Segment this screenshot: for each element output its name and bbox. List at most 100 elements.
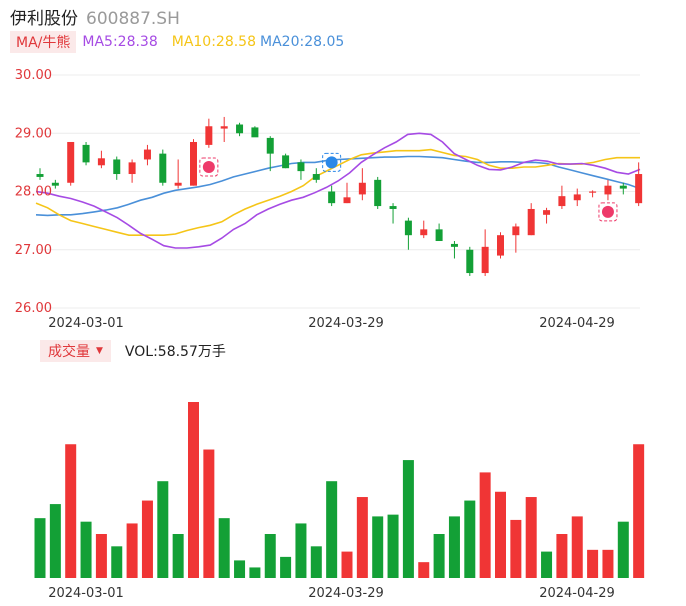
candlestick-series bbox=[36, 116, 643, 276]
volume-bar bbox=[49, 504, 61, 578]
marker-frame bbox=[322, 152, 342, 172]
volume-value: VOL:58.57万手 bbox=[124, 344, 226, 360]
candle-body bbox=[466, 249, 474, 274]
candle-body bbox=[82, 144, 90, 163]
candle-body bbox=[282, 155, 290, 169]
volume-bar bbox=[418, 562, 430, 578]
volume-indicator-button[interactable]: 成交量 ▼ bbox=[40, 340, 111, 362]
price-axis: 30.00 29.00 28.00 27.00 26.00 bbox=[15, 68, 52, 316]
candle-body bbox=[404, 220, 412, 236]
candle bbox=[435, 223, 443, 242]
candle-body bbox=[251, 127, 259, 138]
volume-bar bbox=[188, 402, 199, 578]
ma-legend: MA/牛熊 MA5:28.38 MA10:28.58 MA20:28.05 bbox=[10, 31, 348, 53]
candle bbox=[97, 150, 105, 169]
ma10-line bbox=[35, 148, 640, 236]
candle bbox=[450, 241, 458, 259]
candle-body bbox=[36, 174, 44, 177]
candle-body bbox=[113, 159, 121, 175]
volume-bar bbox=[141, 500, 153, 578]
candle bbox=[466, 246, 474, 276]
candle bbox=[36, 168, 44, 180]
candle bbox=[51, 179, 59, 189]
candle-body bbox=[558, 196, 566, 207]
candle-body bbox=[358, 182, 366, 195]
volume-bar bbox=[433, 534, 445, 578]
volume-bar bbox=[356, 497, 368, 578]
candle-body bbox=[328, 191, 336, 204]
candle bbox=[497, 232, 504, 259]
candle bbox=[312, 168, 320, 183]
candle-body bbox=[543, 210, 551, 215]
candle bbox=[328, 185, 336, 207]
candle-body bbox=[343, 197, 351, 204]
volume-legend: 成交量 ▼ VOL:58.57万手 bbox=[40, 340, 226, 362]
candle-body bbox=[266, 137, 274, 154]
candle-body bbox=[389, 206, 397, 209]
candle-body bbox=[450, 243, 458, 247]
candle-body bbox=[589, 191, 597, 193]
volume-bar bbox=[387, 514, 399, 578]
candle-body bbox=[512, 226, 520, 236]
volume-bar bbox=[295, 523, 307, 578]
volume-bar bbox=[525, 497, 537, 578]
volume-bar bbox=[633, 444, 645, 578]
candle bbox=[420, 220, 428, 239]
volume-bar bbox=[172, 534, 184, 578]
candle bbox=[220, 116, 228, 142]
y-tick-label: 28.00 bbox=[15, 185, 52, 200]
candle bbox=[143, 144, 151, 166]
candle bbox=[543, 207, 551, 224]
candle bbox=[159, 149, 167, 186]
candle-body bbox=[527, 208, 535, 236]
candle bbox=[82, 141, 90, 166]
volume-bar bbox=[448, 516, 460, 578]
volume-bar bbox=[280, 556, 292, 578]
candle bbox=[128, 159, 136, 183]
candle-body bbox=[220, 126, 228, 129]
x-tick-label: 2024-03-29 bbox=[308, 316, 384, 331]
candle-body bbox=[497, 235, 504, 256]
candle bbox=[481, 229, 489, 276]
y-tick-label: 27.00 bbox=[15, 243, 52, 258]
candle-body bbox=[236, 124, 244, 134]
volume-bar bbox=[464, 500, 476, 578]
x-tick-label: 2024-04-29 bbox=[539, 586, 615, 601]
volume-bar bbox=[372, 516, 384, 578]
volume-bar bbox=[556, 534, 568, 578]
candle-body bbox=[143, 149, 151, 160]
candle bbox=[297, 159, 305, 180]
ma20-label: MA20:28.05 bbox=[260, 34, 345, 50]
candle bbox=[266, 136, 274, 172]
stock-header: 伊利股份 600887.SH bbox=[10, 4, 180, 29]
date-axis: 2024-03-01 2024-03-29 2024-04-29 bbox=[48, 316, 615, 331]
candle bbox=[190, 139, 197, 186]
candle bbox=[374, 176, 382, 209]
volume-bar bbox=[157, 481, 169, 578]
volume-bar bbox=[203, 449, 215, 578]
ma-toggle-button[interactable]: MA/牛熊 bbox=[10, 31, 77, 53]
marker-dot bbox=[601, 205, 614, 218]
candle-body bbox=[312, 174, 320, 180]
marker-dot bbox=[325, 156, 338, 169]
stock-name: 伊利股份 bbox=[10, 9, 78, 29]
volume-bar bbox=[249, 567, 261, 578]
x-tick-label: 2024-04-29 bbox=[539, 316, 615, 331]
candle bbox=[113, 156, 121, 180]
candle-body bbox=[174, 182, 182, 186]
candle bbox=[573, 188, 581, 207]
candle-body bbox=[604, 185, 612, 195]
candle bbox=[282, 153, 290, 169]
volume-bar bbox=[602, 549, 614, 578]
candle bbox=[205, 118, 213, 148]
moving-average-lines bbox=[35, 132, 641, 249]
volume-bar bbox=[111, 546, 123, 578]
volume-bar bbox=[510, 519, 522, 578]
volume-bar bbox=[402, 460, 414, 578]
volume-bar bbox=[310, 546, 322, 578]
candle bbox=[604, 179, 612, 201]
volume-bar bbox=[495, 491, 506, 578]
bull-marker-icon bbox=[199, 157, 219, 177]
volume-bar bbox=[234, 560, 246, 578]
